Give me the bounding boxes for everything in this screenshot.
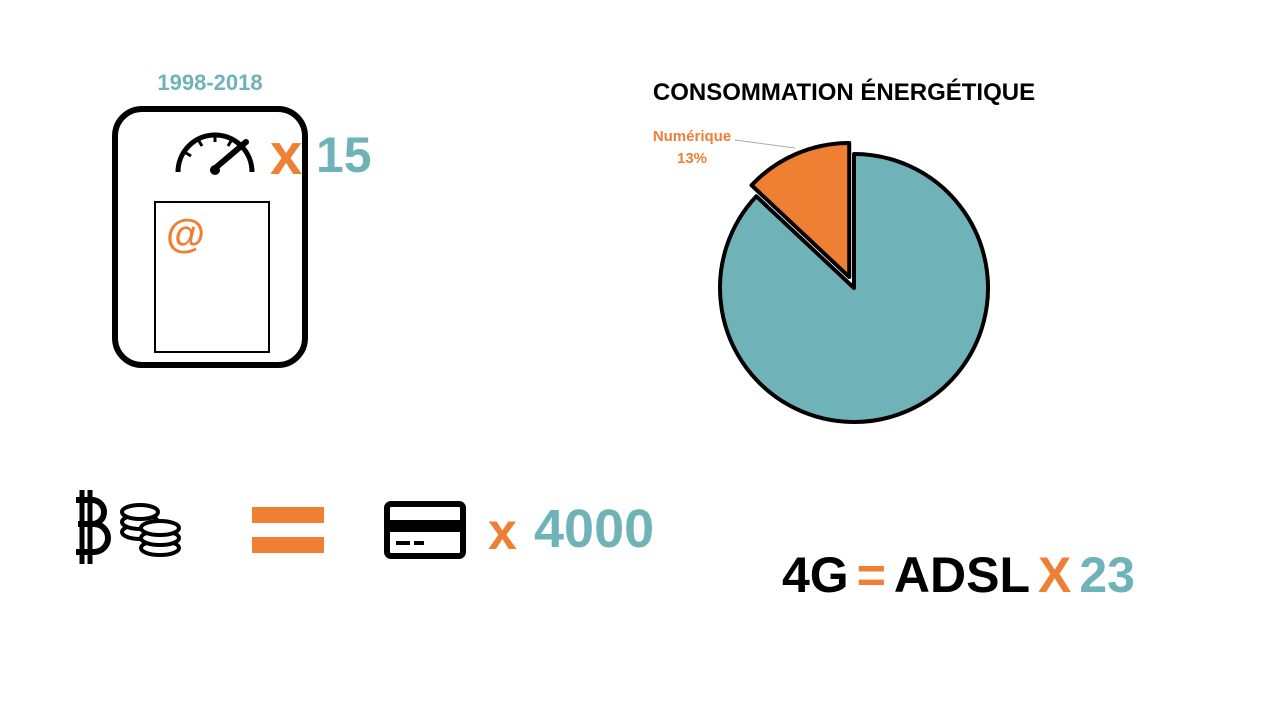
- network-left: 4G: [782, 547, 849, 603]
- network-right: ADSL: [893, 547, 1031, 603]
- slice-name-label: Numérique: [653, 128, 731, 145]
- device-screen: [154, 201, 270, 353]
- times-sign: X: [1038, 547, 1072, 603]
- chart-title: CONSOMMATION ÉNERGÉTIQUE: [653, 78, 1035, 106]
- bitcoin-icon: [76, 490, 111, 564]
- times-sign: x: [270, 122, 303, 187]
- speedometer-icon: [175, 132, 255, 175]
- slice-percent-label: 13%: [677, 150, 707, 167]
- equals-sign: =: [856, 547, 886, 603]
- period-label: 1998-2018: [157, 70, 263, 95]
- times-sign: x: [488, 503, 517, 561]
- credit-card-icon: [384, 501, 466, 559]
- crypto-multiplier: 4000: [534, 499, 655, 559]
- network-comparison: 4G = ADSL X 23: [782, 550, 1143, 600]
- network-multiplier: 23: [1079, 547, 1135, 603]
- speed-multiplier: 15: [316, 127, 372, 183]
- at-sign-icon: @: [166, 212, 206, 256]
- energy-pie-chart: CONSOMMATION ÉNERGÉTIQUE Numérique 13%: [653, 78, 1035, 424]
- pie-group: [718, 140, 990, 424]
- pie-slice-other: [718, 152, 990, 424]
- pie-slice-numérique: [749, 140, 852, 279]
- equals-sign-icon: [252, 507, 324, 553]
- device-frame: [112, 106, 308, 368]
- coins-icon: [120, 503, 181, 557]
- leader-line: [734, 139, 796, 149]
